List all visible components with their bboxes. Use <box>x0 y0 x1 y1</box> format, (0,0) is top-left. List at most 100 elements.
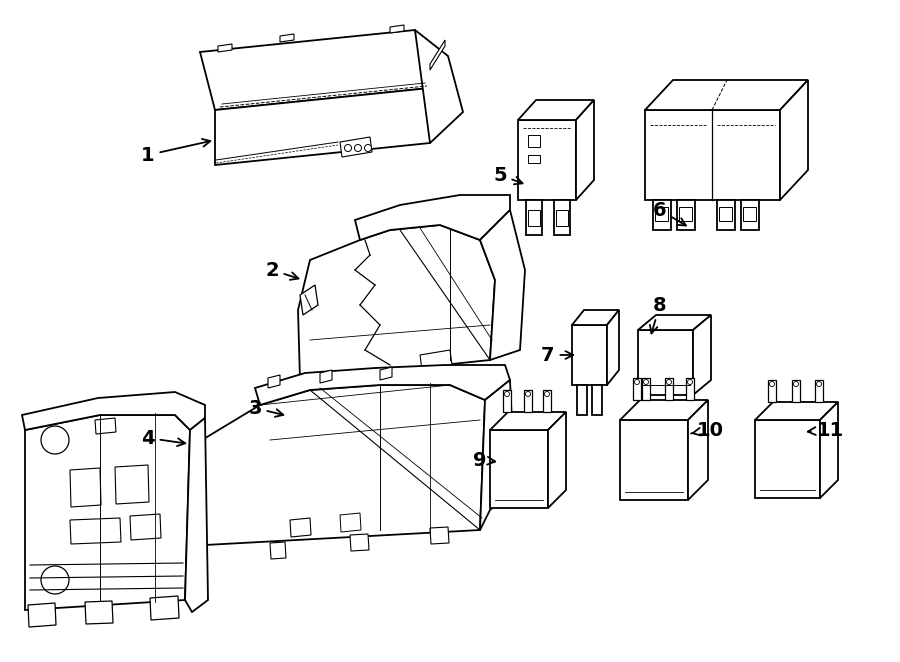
Polygon shape <box>28 603 56 627</box>
Bar <box>490 430 548 508</box>
Polygon shape <box>686 378 694 400</box>
Circle shape <box>41 426 69 454</box>
Text: 7: 7 <box>541 346 573 365</box>
Polygon shape <box>480 210 525 360</box>
Circle shape <box>816 381 822 387</box>
Polygon shape <box>150 596 179 620</box>
Polygon shape <box>741 200 759 230</box>
Polygon shape <box>130 514 161 540</box>
Bar <box>638 330 693 395</box>
Polygon shape <box>554 200 570 235</box>
Polygon shape <box>820 402 838 498</box>
Text: 4: 4 <box>141 428 185 448</box>
Text: 10: 10 <box>691 420 724 440</box>
Circle shape <box>364 144 372 152</box>
Polygon shape <box>607 310 619 385</box>
Polygon shape <box>638 315 711 330</box>
Polygon shape <box>430 527 449 544</box>
Polygon shape <box>642 378 650 400</box>
Bar <box>528 210 540 226</box>
Circle shape <box>41 566 69 594</box>
Polygon shape <box>490 412 566 430</box>
Circle shape <box>667 379 671 385</box>
Bar <box>572 325 607 385</box>
Polygon shape <box>380 367 392 380</box>
Circle shape <box>794 381 798 387</box>
Polygon shape <box>633 378 641 400</box>
Polygon shape <box>390 25 404 33</box>
Polygon shape <box>543 390 551 412</box>
Polygon shape <box>693 315 711 395</box>
Polygon shape <box>430 40 445 70</box>
Polygon shape <box>620 400 708 420</box>
Bar <box>556 210 568 226</box>
Polygon shape <box>577 385 587 415</box>
Polygon shape <box>95 418 116 434</box>
Circle shape <box>644 379 649 385</box>
Bar <box>620 420 688 500</box>
Polygon shape <box>665 378 673 400</box>
Polygon shape <box>290 518 311 537</box>
Bar <box>743 207 756 221</box>
Polygon shape <box>350 534 369 551</box>
Circle shape <box>345 144 352 152</box>
Polygon shape <box>25 415 190 610</box>
Text: 2: 2 <box>266 261 299 280</box>
Polygon shape <box>518 100 594 120</box>
Text: 9: 9 <box>473 451 495 469</box>
Circle shape <box>634 379 640 385</box>
Circle shape <box>770 381 775 387</box>
Polygon shape <box>355 195 510 240</box>
Circle shape <box>505 391 509 397</box>
Polygon shape <box>572 310 619 325</box>
Bar <box>528 135 540 147</box>
Polygon shape <box>420 350 452 370</box>
Polygon shape <box>280 34 294 42</box>
Polygon shape <box>85 601 113 624</box>
Polygon shape <box>215 88 430 165</box>
Circle shape <box>688 379 692 385</box>
Bar <box>719 207 732 221</box>
Polygon shape <box>320 370 332 383</box>
Polygon shape <box>200 30 430 110</box>
Polygon shape <box>218 44 232 52</box>
Polygon shape <box>268 375 280 388</box>
Polygon shape <box>185 418 208 612</box>
Circle shape <box>526 391 530 397</box>
Polygon shape <box>792 380 800 402</box>
Text: 6: 6 <box>653 201 686 226</box>
Bar <box>755 420 820 498</box>
Polygon shape <box>270 542 286 559</box>
Polygon shape <box>70 468 101 507</box>
Polygon shape <box>480 380 515 530</box>
Polygon shape <box>526 200 542 235</box>
Polygon shape <box>592 385 602 415</box>
Bar <box>655 207 668 221</box>
Polygon shape <box>298 225 495 380</box>
Polygon shape <box>503 390 511 412</box>
Polygon shape <box>548 412 566 508</box>
Polygon shape <box>202 385 485 545</box>
Polygon shape <box>576 100 594 200</box>
Polygon shape <box>653 200 671 230</box>
Text: 5: 5 <box>493 166 523 185</box>
Polygon shape <box>415 30 463 143</box>
Polygon shape <box>340 137 372 157</box>
Polygon shape <box>717 200 735 230</box>
Bar <box>679 207 692 221</box>
Circle shape <box>544 391 550 397</box>
Polygon shape <box>645 80 808 110</box>
Polygon shape <box>755 402 838 420</box>
Polygon shape <box>255 365 510 405</box>
Circle shape <box>355 144 362 152</box>
Polygon shape <box>768 380 776 402</box>
Polygon shape <box>524 390 532 412</box>
Text: 3: 3 <box>248 399 284 418</box>
Polygon shape <box>815 380 823 402</box>
Bar <box>518 120 576 200</box>
Polygon shape <box>677 200 695 230</box>
Polygon shape <box>300 285 318 315</box>
Polygon shape <box>115 465 149 504</box>
Bar <box>528 155 540 163</box>
Text: 11: 11 <box>808 420 843 440</box>
